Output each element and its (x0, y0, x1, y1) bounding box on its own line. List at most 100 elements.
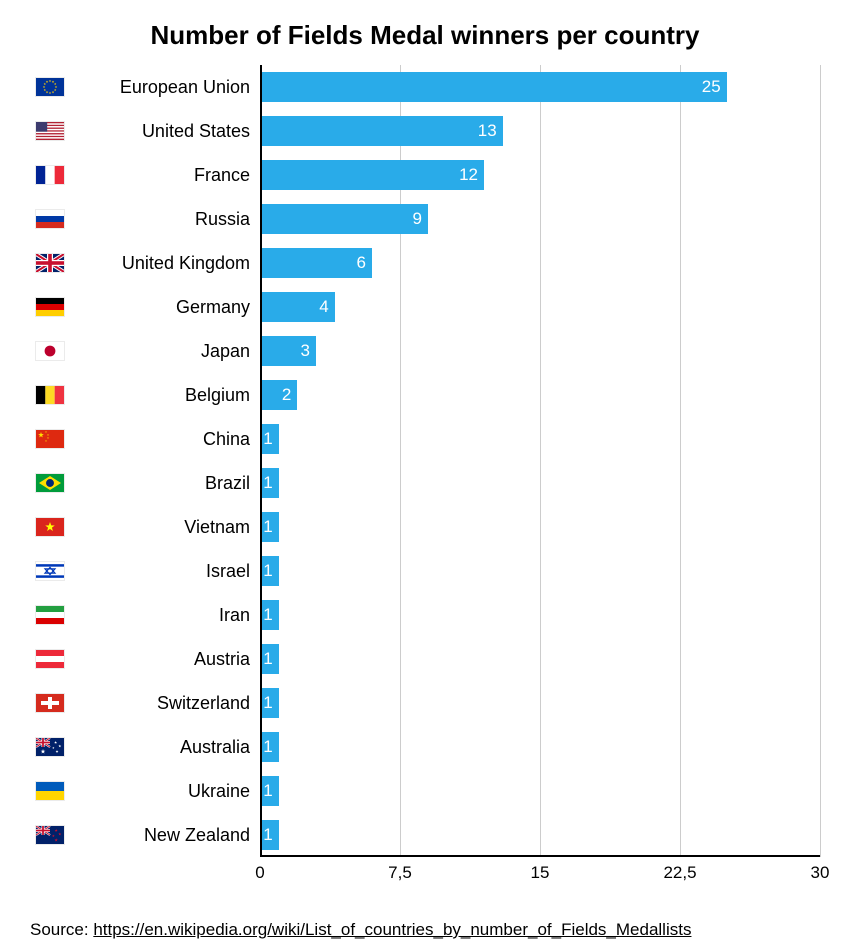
x-axis: 07,51522,530 (30, 857, 820, 887)
bar-value: 1 (263, 737, 272, 757)
bar-row: Iran1 (30, 593, 820, 637)
bar-row: Australia1 (30, 725, 820, 769)
x-tick-label: 30 (811, 863, 830, 883)
x-axis-ticks: 07,51522,530 (260, 857, 820, 887)
bar: 6 (260, 248, 372, 278)
bar: 9 (260, 204, 428, 234)
bar: 1 (260, 776, 279, 806)
country-label: Austria (70, 649, 260, 670)
bar-row: United States 13 (30, 109, 820, 153)
bar-row: Russia9 (30, 197, 820, 241)
bar: 1 (260, 600, 279, 630)
flag-icon (30, 694, 70, 712)
source-line: Source: https://en.wikipedia.org/wiki/Li… (30, 920, 820, 940)
bar-value: 3 (301, 341, 310, 361)
bar-cell: 1 (260, 637, 820, 681)
bar-row: Austria1 (30, 637, 820, 681)
bar-cell: 3 (260, 329, 820, 373)
bar-value: 1 (263, 429, 272, 449)
flag-icon (30, 606, 70, 624)
flag-icon (30, 122, 70, 140)
bar-value: 1 (263, 825, 272, 845)
bar-cell: 4 (260, 285, 820, 329)
bar-row: United Kingdom6 (30, 241, 820, 285)
gridline (820, 65, 821, 857)
flag-icon (30, 386, 70, 404)
bar-row: European Union 25 (30, 65, 820, 109)
bar-value: 1 (263, 561, 272, 581)
bar-cell: 1 (260, 725, 820, 769)
flag-icon (30, 518, 70, 536)
bar-row: Ukraine1 (30, 769, 820, 813)
bar: 1 (260, 820, 279, 850)
bar: 3 (260, 336, 316, 366)
country-label: Iran (70, 605, 260, 626)
bar-cell: 1 (260, 417, 820, 461)
x-tick-label: 0 (255, 863, 264, 883)
country-label: New Zealand (70, 825, 260, 846)
bar-value: 25 (702, 77, 721, 97)
flag-icon (30, 782, 70, 800)
flag-icon (30, 738, 70, 756)
bar-value: 1 (263, 473, 272, 493)
bar-cell: 1 (260, 593, 820, 637)
bar: 1 (260, 644, 279, 674)
x-tick-label: 15 (531, 863, 550, 883)
country-label: Vietnam (70, 517, 260, 538)
bar: 1 (260, 688, 279, 718)
bar-value: 4 (319, 297, 328, 317)
bar-cell: 1 (260, 769, 820, 813)
flag-icon (30, 430, 70, 448)
bar-value: 13 (478, 121, 497, 141)
flag-icon (30, 650, 70, 668)
country-label: Russia (70, 209, 260, 230)
bar-row: China1 (30, 417, 820, 461)
flag-icon (30, 562, 70, 580)
country-label: China (70, 429, 260, 450)
flag-icon (30, 210, 70, 228)
bar-cell: 1 (260, 505, 820, 549)
chart-title: Number of Fields Medal winners per count… (30, 20, 820, 51)
bar-cell: 13 (260, 109, 820, 153)
country-label: France (70, 165, 260, 186)
bar-cell: 12 (260, 153, 820, 197)
bar-cell: 1 (260, 461, 820, 505)
country-label: European Union (70, 77, 260, 98)
bar-cell: 1 (260, 681, 820, 725)
bar-value: 1 (263, 693, 272, 713)
chart-container: Number of Fields Medal winners per count… (0, 0, 850, 950)
bar-rows: European Union25United States13France12R… (30, 65, 820, 857)
country-label: Australia (70, 737, 260, 758)
bar-cell: 1 (260, 549, 820, 593)
bar-value: 1 (263, 781, 272, 801)
bar: 12 (260, 160, 484, 190)
flag-icon (30, 342, 70, 360)
bar-value: 12 (459, 165, 478, 185)
bar: 13 (260, 116, 503, 146)
bar-row: Vietnam1 (30, 505, 820, 549)
bar-cell: 1 (260, 813, 820, 857)
bar-value: 1 (263, 605, 272, 625)
country-label: United Kingdom (70, 253, 260, 274)
bar-value: 2 (282, 385, 291, 405)
source-link[interactable]: https://en.wikipedia.org/wiki/List_of_co… (93, 920, 691, 939)
bar-value: 1 (263, 649, 272, 669)
bar-cell: 6 (260, 241, 820, 285)
country-label: United States (70, 121, 260, 142)
bar: 1 (260, 424, 279, 454)
country-label: Japan (70, 341, 260, 362)
bar: 1 (260, 512, 279, 542)
bar-cell: 25 (260, 65, 820, 109)
y-axis-line (260, 65, 262, 857)
bar-row: Switzerland1 (30, 681, 820, 725)
bar-row: Belgium2 (30, 373, 820, 417)
bar-row: Brazil1 (30, 461, 820, 505)
bar: 1 (260, 732, 279, 762)
bar-row: France 12 (30, 153, 820, 197)
bar: 25 (260, 72, 727, 102)
chart-plot-area: European Union25United States13France12R… (30, 65, 820, 912)
flag-icon (30, 826, 70, 844)
source-prefix: Source: (30, 920, 93, 939)
country-label: Ukraine (70, 781, 260, 802)
bar: 1 (260, 468, 279, 498)
